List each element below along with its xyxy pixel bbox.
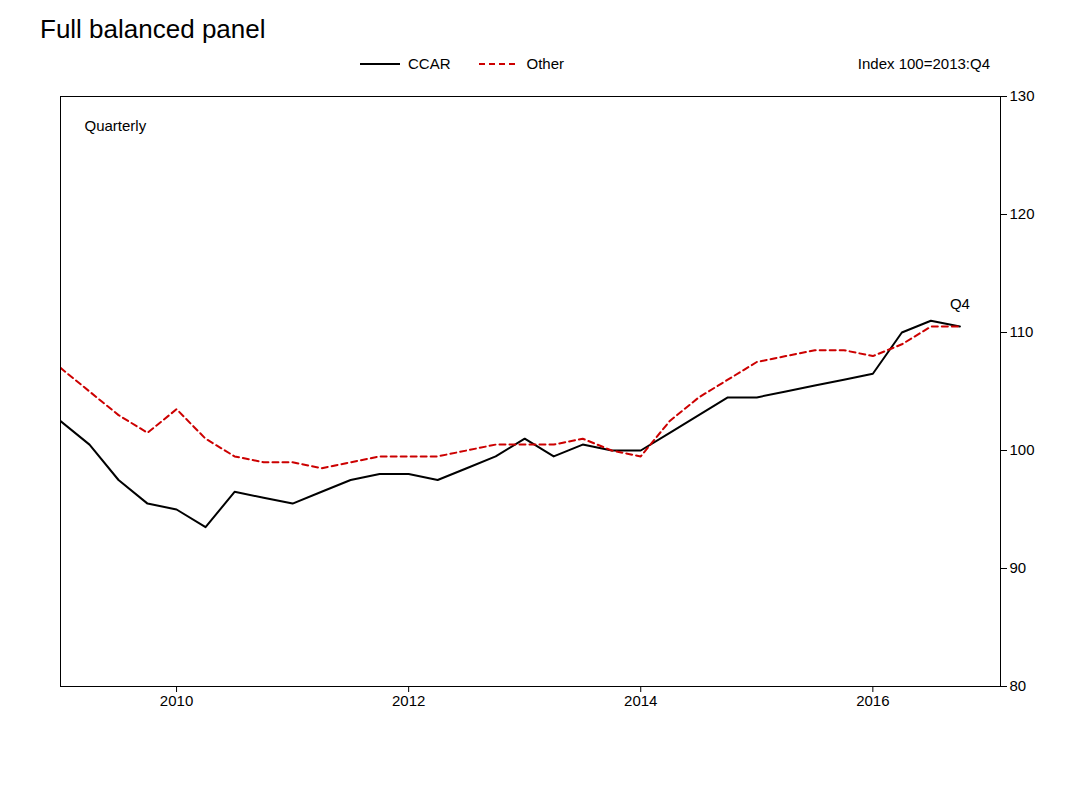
svg-text:80: 80 [1010, 677, 1027, 694]
svg-text:120: 120 [1010, 205, 1035, 222]
svg-text:100: 100 [1010, 441, 1035, 458]
svg-text:2014: 2014 [624, 692, 657, 709]
html-text:Other: Other [526, 55, 564, 72]
svg-text:110: 110 [1010, 323, 1034, 340]
svg-text:Q4: Q4 [950, 295, 970, 312]
svg-text:2010: 2010 [160, 692, 193, 709]
svg-text:130: 130 [1010, 87, 1035, 104]
svg-text:Quarterly: Quarterly [85, 117, 147, 134]
svg-text:90: 90 [1010, 559, 1027, 576]
html-text:Index 100=2013:Q4: Index 100=2013:Q4 [857, 55, 990, 72]
svg-text:2012: 2012 [392, 692, 425, 709]
svg-text:2016: 2016 [856, 692, 889, 709]
html-text:Full balanced panel: Full balanced panel [40, 14, 266, 44]
html-text:CCAR: CCAR [408, 55, 451, 72]
